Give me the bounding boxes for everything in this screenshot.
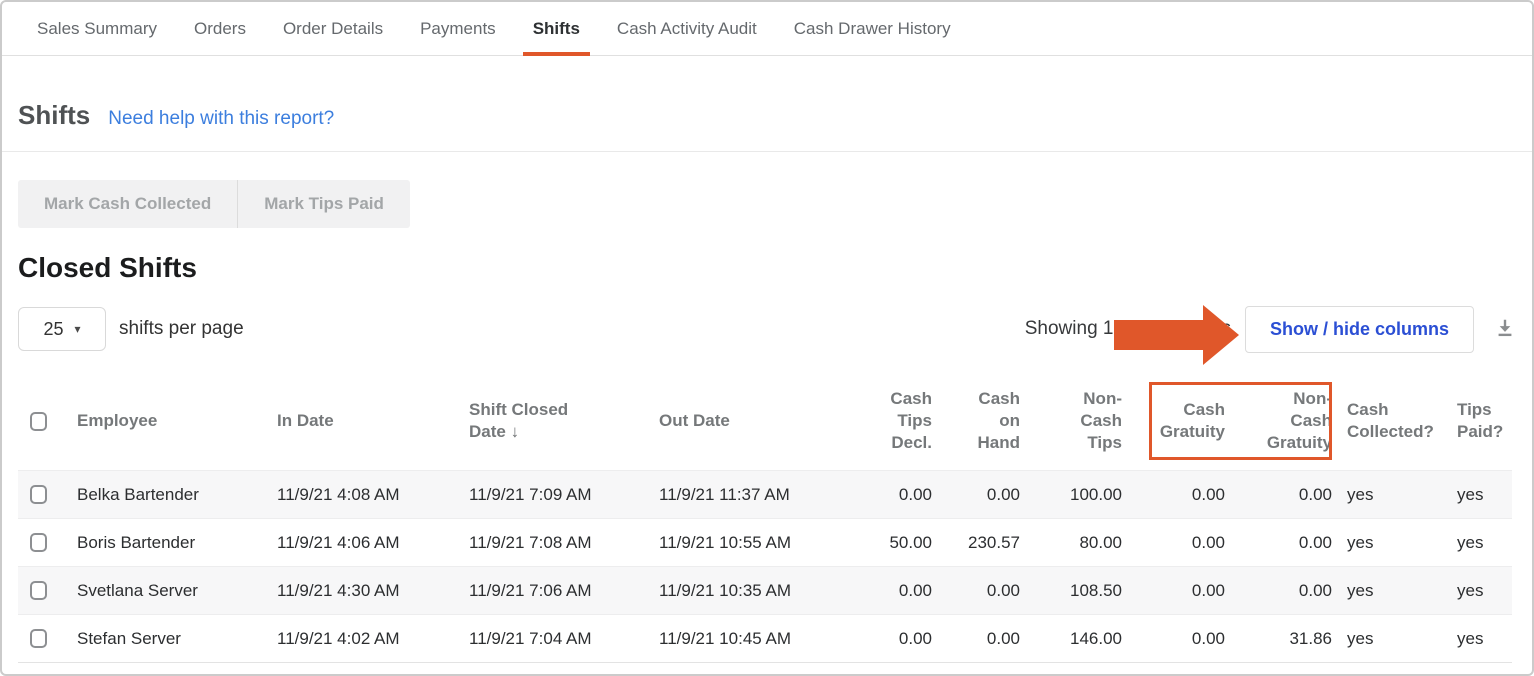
cell-cash-tips-decl: 0.00 bbox=[847, 614, 932, 663]
column-header-non-cash-tips[interactable]: Non-Cash Tips bbox=[1080, 389, 1122, 452]
tab-sales-summary[interactable]: Sales Summary bbox=[37, 18, 157, 38]
row-checkbox[interactable] bbox=[30, 629, 47, 648]
cell-in-date: 11/9/21 4:06 AM bbox=[261, 518, 453, 567]
mark-cash-collected-button[interactable]: Mark Cash Collected bbox=[18, 180, 239, 228]
cell-shift-closed-date: 11/9/21 7:08 AM bbox=[453, 518, 643, 567]
showing-count-text: Showing 1 bbox=[1024, 318, 1114, 339]
show-hide-columns-button[interactable]: Show / hide columns bbox=[1244, 305, 1474, 353]
cell-cash-tips-decl: 50.00 bbox=[847, 518, 932, 567]
cell-cash-collected: yes bbox=[1332, 566, 1442, 615]
cell-non-cash-gratuity: 0.00 bbox=[1225, 566, 1332, 615]
cell-cash-gratuity: 0.00 bbox=[1122, 614, 1225, 663]
tab-payments[interactable]: Payments bbox=[420, 18, 496, 38]
cell-cash-tips-decl: 0.00 bbox=[847, 470, 932, 519]
cell-in-date: 11/9/21 4:30 AM bbox=[261, 566, 453, 615]
cell-employee: Stefan Server bbox=[61, 614, 261, 663]
row-checkbox[interactable] bbox=[30, 485, 47, 504]
column-header-in-date[interactable]: In Date bbox=[277, 411, 334, 430]
cell-out-date: 11/9/21 10:55 AM bbox=[643, 518, 847, 567]
row-checkbox[interactable] bbox=[30, 581, 47, 600]
help-link[interactable]: Need help with this report? bbox=[108, 108, 335, 129]
bulk-actions-group: Mark Cash Collected Mark Tips Paid bbox=[18, 180, 410, 228]
per-page-dropdown[interactable]: 25 ▾ bbox=[18, 307, 106, 351]
title-row: Shifts Need help with this report? bbox=[2, 56, 1532, 152]
cell-cash-on-hand: 0.00 bbox=[932, 614, 1020, 663]
cell-cash-collected: yes bbox=[1332, 470, 1442, 519]
page-title: Shifts bbox=[18, 100, 91, 130]
cell-tips-paid: yes bbox=[1442, 614, 1512, 663]
mark-tips-paid-button[interactable]: Mark Tips Paid bbox=[238, 180, 410, 228]
showing-count-suffix: s bbox=[1221, 318, 1231, 339]
cell-cash-gratuity: 0.00 bbox=[1122, 470, 1225, 519]
cell-tips-paid: yes bbox=[1442, 470, 1512, 519]
closed-shifts-table: Employee In Date Shift Closed Date ↓ Out… bbox=[18, 372, 1512, 663]
cell-non-cash-gratuity: 0.00 bbox=[1225, 470, 1332, 519]
table-row: Stefan Server 11/9/21 4:02 AM 11/9/21 7:… bbox=[18, 614, 1512, 663]
per-page-value: 25 bbox=[43, 318, 64, 339]
tab-cash-activity-audit[interactable]: Cash Activity Audit bbox=[616, 18, 757, 38]
column-header-cash-on-hand[interactable]: Cash on Hand bbox=[977, 389, 1021, 452]
cell-cash-tips-decl: 0.00 bbox=[847, 566, 932, 615]
table-row: Belka Bartender 11/9/21 4:08 AM 11/9/21 … bbox=[18, 470, 1512, 519]
cell-shift-closed-date: 11/9/21 7:04 AM bbox=[453, 614, 643, 663]
table-controls-right: Showing 1 s Show / hide columns bbox=[1024, 305, 1516, 353]
cell-non-cash-gratuity: 0.00 bbox=[1225, 518, 1332, 567]
cell-cash-on-hand: 0.00 bbox=[932, 470, 1020, 519]
column-header-tips-paid[interactable]: Tips Paid? bbox=[1457, 400, 1504, 441]
cell-non-cash-tips: 146.00 bbox=[1020, 614, 1122, 663]
cell-out-date: 11/9/21 11:37 AM bbox=[643, 470, 847, 519]
cell-non-cash-tips: 108.50 bbox=[1020, 566, 1122, 615]
column-header-non-cash-gratuity[interactable]: Non-Cash Gratuity bbox=[1266, 389, 1332, 452]
table-row: Boris Bartender 11/9/21 4:06 AM 11/9/21 … bbox=[18, 518, 1512, 567]
cell-employee: Belka Bartender bbox=[61, 470, 261, 519]
tab-cash-drawer-history[interactable]: Cash Drawer History bbox=[793, 18, 951, 38]
column-header-cash-collected[interactable]: Cash Collected? bbox=[1347, 400, 1434, 441]
cell-cash-on-hand: 230.57 bbox=[932, 518, 1020, 567]
download-icon bbox=[1494, 317, 1516, 342]
cell-cash-gratuity: 0.00 bbox=[1122, 518, 1225, 567]
cell-tips-paid: yes bbox=[1442, 566, 1512, 615]
table-controls-row: 25 ▾ shifts per page Showing 1 s Show / … bbox=[18, 305, 1516, 353]
sort-desc-icon: ↓ bbox=[510, 422, 520, 441]
cell-employee: Boris Bartender bbox=[61, 518, 261, 567]
closed-shifts-heading: Closed Shifts bbox=[18, 252, 197, 283]
cell-cash-gratuity: 0.00 bbox=[1122, 566, 1225, 615]
cell-employee: Svetlana Server bbox=[61, 566, 261, 615]
chevron-down-icon: ▾ bbox=[74, 322, 81, 336]
cell-shift-closed-date: 11/9/21 7:09 AM bbox=[453, 470, 643, 519]
table-header-row: Employee In Date Shift Closed Date ↓ Out… bbox=[18, 372, 1512, 471]
cell-shift-closed-date: 11/9/21 7:06 AM bbox=[453, 566, 643, 615]
cell-cash-collected: yes bbox=[1332, 614, 1442, 663]
cell-non-cash-tips: 80.00 bbox=[1020, 518, 1122, 567]
column-header-shift-closed-date[interactable]: Shift Closed Date ↓ bbox=[469, 400, 569, 441]
column-header-cash-tips-decl[interactable]: Cash Tips Decl. bbox=[890, 389, 932, 452]
tab-orders[interactable]: Orders bbox=[193, 18, 246, 38]
cell-cash-on-hand: 0.00 bbox=[932, 566, 1020, 615]
select-all-checkbox[interactable] bbox=[30, 411, 47, 431]
cell-non-cash-tips: 100.00 bbox=[1020, 470, 1122, 519]
cell-in-date: 11/9/21 4:02 AM bbox=[261, 614, 453, 663]
closed-shifts-table-wrap: Employee In Date Shift Closed Date ↓ Out… bbox=[18, 372, 1516, 663]
download-export-button[interactable] bbox=[1494, 317, 1516, 342]
report-tab-bar: Sales Summary Orders Order Details Payme… bbox=[2, 2, 1532, 56]
cell-tips-paid: yes bbox=[1442, 518, 1512, 567]
cell-cash-collected: yes bbox=[1332, 518, 1442, 567]
row-checkbox[interactable] bbox=[30, 533, 47, 552]
column-header-out-date[interactable]: Out Date bbox=[659, 411, 730, 430]
per-page-controls: 25 ▾ shifts per page bbox=[18, 307, 244, 351]
tab-shifts[interactable]: Shifts bbox=[522, 2, 591, 56]
tab-order-details[interactable]: Order Details bbox=[282, 18, 384, 38]
table-row: Svetlana Server 11/9/21 4:30 AM 11/9/21 … bbox=[18, 566, 1512, 615]
cell-out-date: 11/9/21 10:35 AM bbox=[643, 566, 847, 615]
per-page-label: shifts per page bbox=[119, 318, 244, 339]
cell-out-date: 11/9/21 10:45 AM bbox=[643, 614, 847, 663]
column-header-cash-gratuity[interactable]: Cash Gratuity bbox=[1159, 400, 1225, 441]
column-header-employee[interactable]: Employee bbox=[77, 411, 158, 430]
cell-non-cash-gratuity: 31.86 bbox=[1225, 614, 1332, 663]
cell-in-date: 11/9/21 4:08 AM bbox=[261, 470, 453, 519]
